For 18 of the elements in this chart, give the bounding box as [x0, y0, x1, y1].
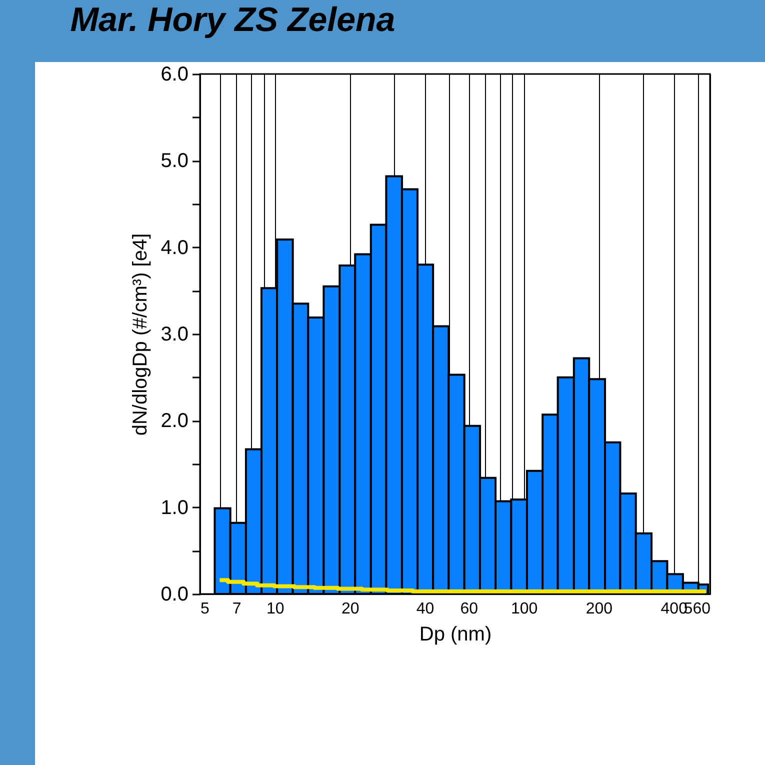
y-tick-label: 6.0 [160, 64, 188, 86]
y-tick-label: 1.0 [160, 496, 188, 519]
x-tick-label: 20 [341, 600, 360, 618]
y-tick-label: 0.0 [160, 584, 188, 606]
x-tick-label: 60 [460, 600, 478, 618]
x-tick-label: 10 [266, 600, 284, 618]
y-tick-label: 2.0 [160, 410, 188, 432]
y-tick-label: 5.0 [160, 150, 188, 172]
y-axis-title: dN/dlogDp (#/cm³) [e4] [130, 233, 152, 436]
y-tick-label: 3.0 [160, 324, 188, 346]
x-tick-label: 100 [510, 600, 538, 618]
x-tick-label: 7 [232, 600, 242, 618]
x-tick-label: 200 [586, 600, 613, 618]
x-tick-label: 40 [416, 600, 434, 618]
chart-title: Mar. Hory ZS Zelena [70, 1, 396, 39]
x-tick-label: 5 [200, 600, 210, 618]
y-tick-label: 4.0 [160, 236, 188, 259]
x-axis-title: Dp (nm) [419, 624, 492, 646]
